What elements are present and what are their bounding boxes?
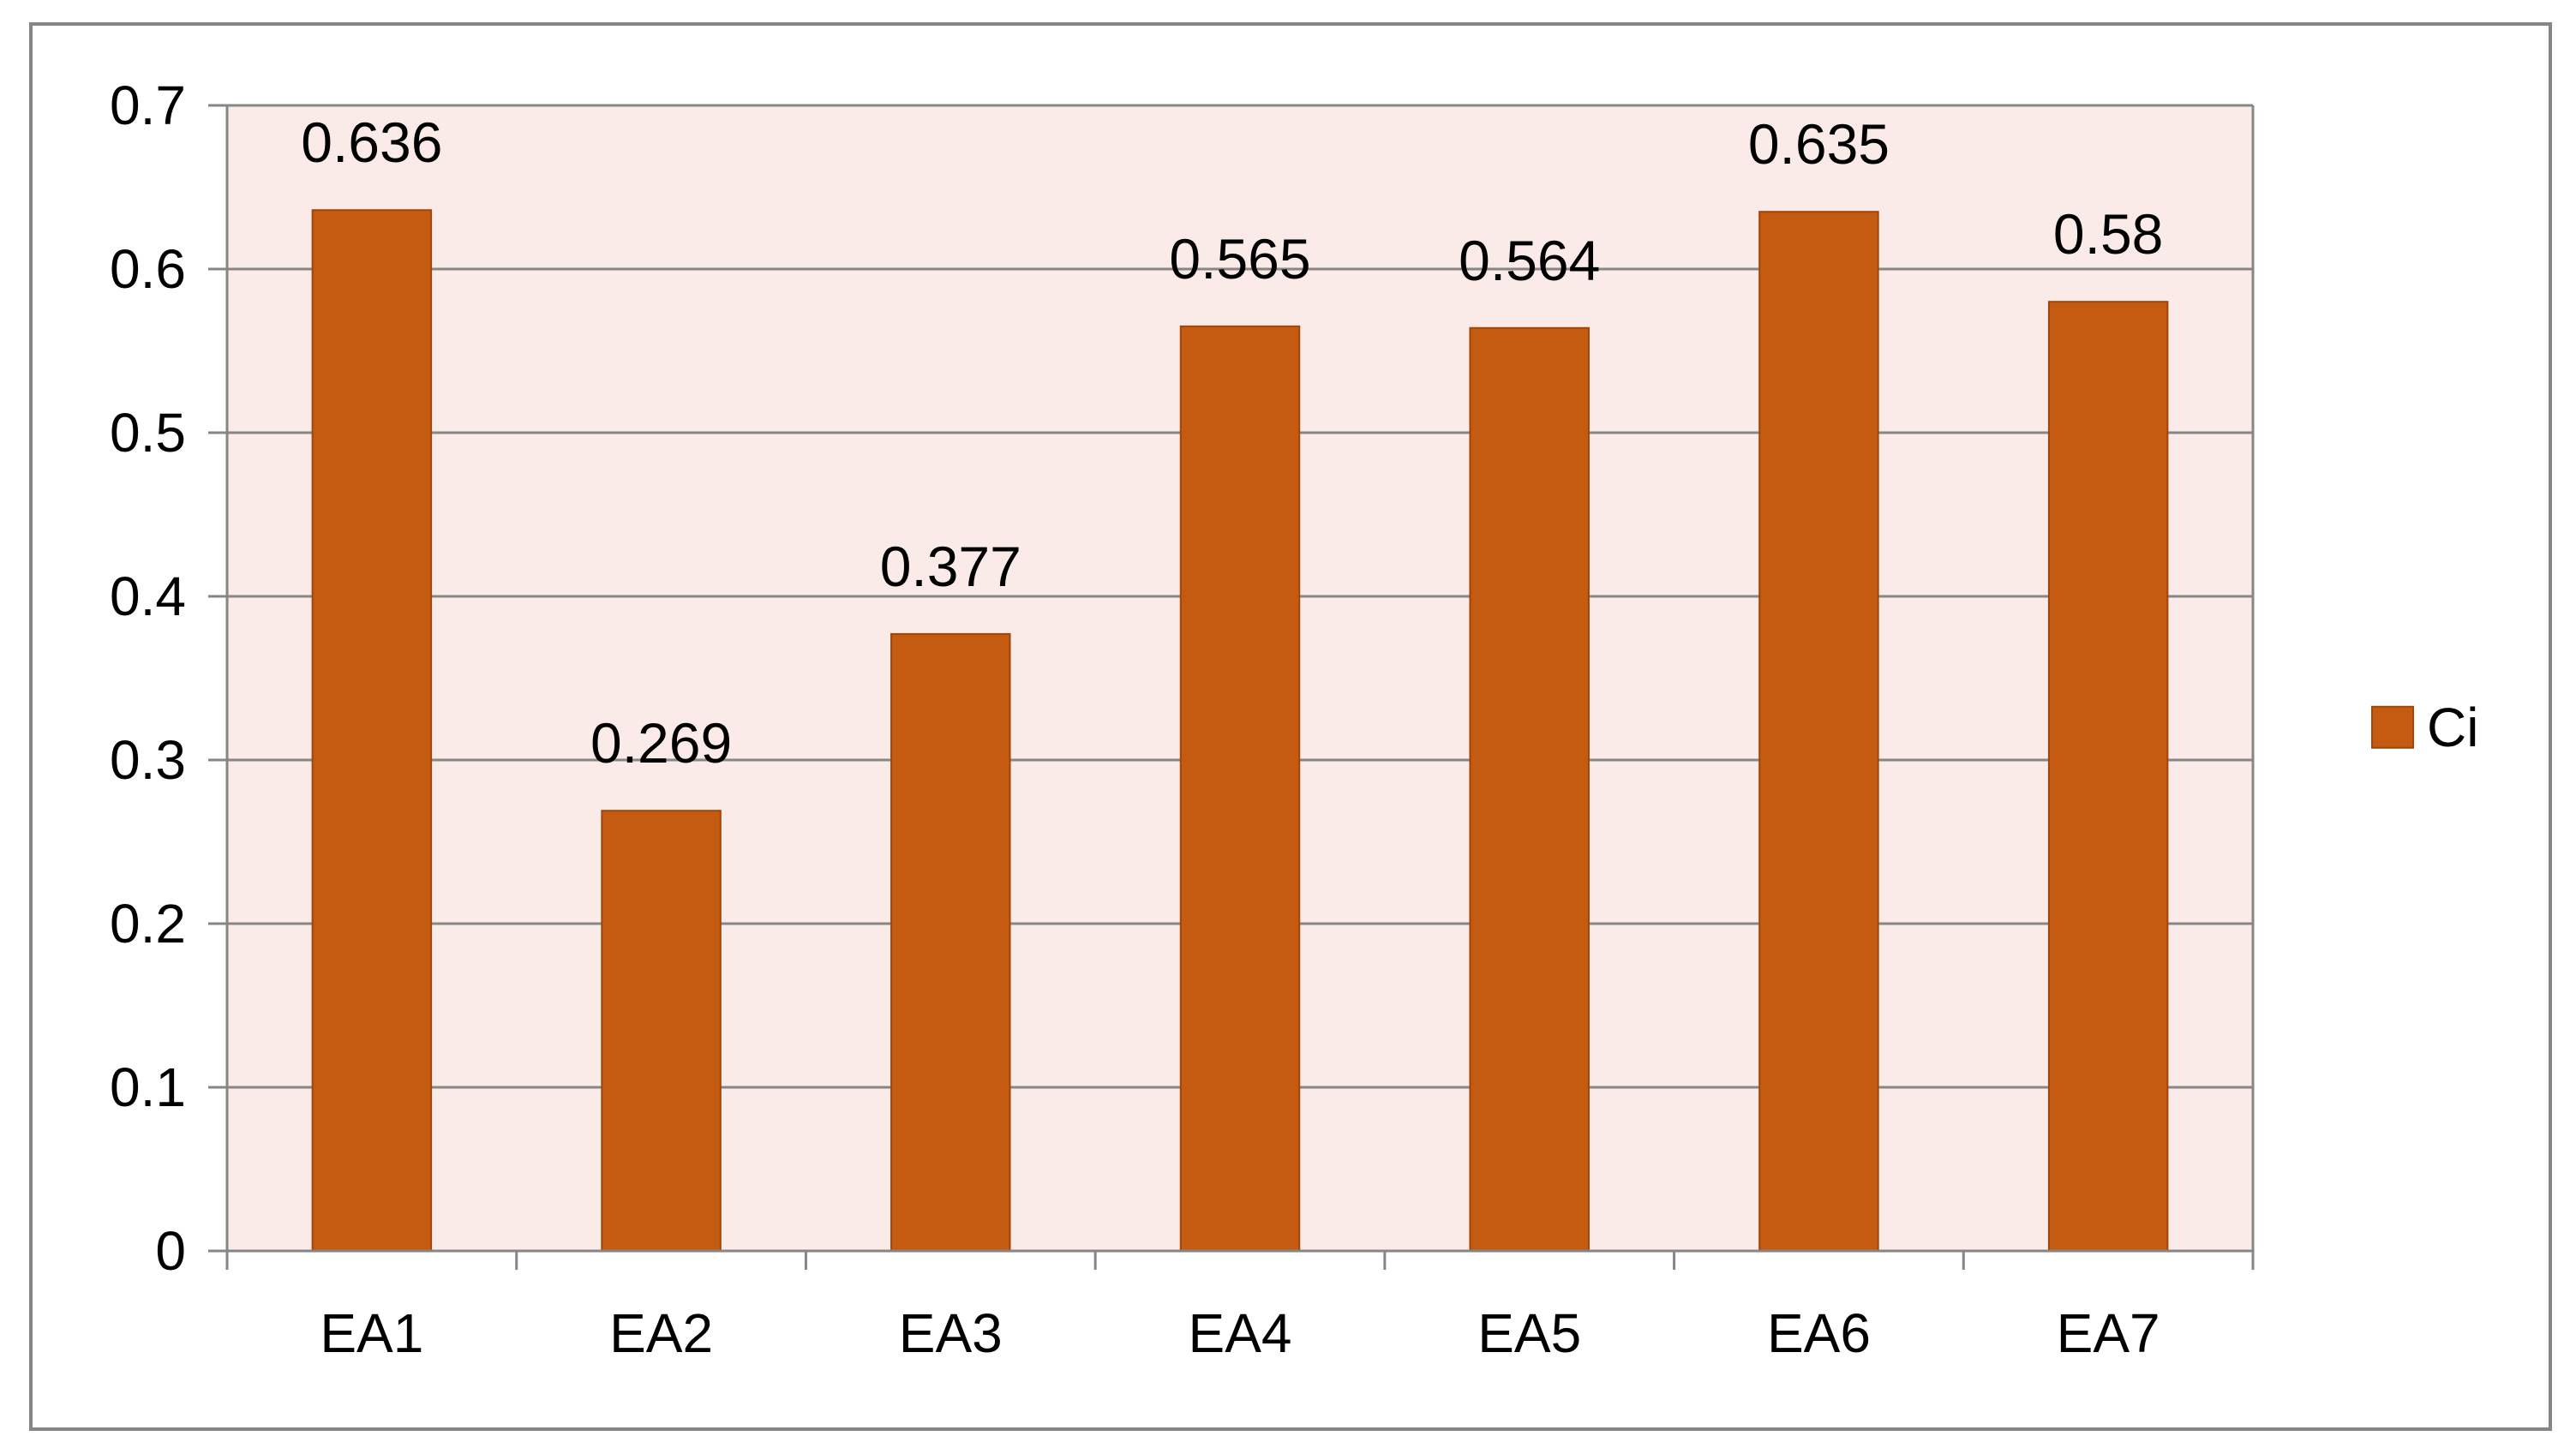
legend-label: Ci xyxy=(2427,697,2478,758)
bar-ea4 xyxy=(1179,325,1301,1253)
axes xyxy=(208,104,2255,1270)
y-tick-label: 0.6 xyxy=(110,238,186,300)
data-labels: 0.636 0.269 0.377 0.565 0.564 0.635 0.58 xyxy=(301,111,2163,775)
bar-ea7 xyxy=(2047,301,2169,1253)
data-label: 0.635 xyxy=(1748,112,1890,176)
data-label: 0.565 xyxy=(1169,227,1310,290)
bar-ea1 xyxy=(311,209,433,1253)
data-label: 0.377 xyxy=(880,535,1021,598)
y-tick-label: 0.1 xyxy=(110,1056,186,1118)
data-label: 0.564 xyxy=(1459,229,1600,292)
data-label: 0.58 xyxy=(2053,202,2163,266)
legend: Ci xyxy=(2371,697,2478,758)
bar-ea2 xyxy=(601,810,722,1252)
y-tick-labels: 0 0.1 0.2 0.3 0.4 0.5 0.6 0.7 xyxy=(110,75,186,1282)
data-label: 0.636 xyxy=(301,111,442,174)
y-tick-label: 0.3 xyxy=(110,729,186,791)
data-label: 0.269 xyxy=(590,711,732,775)
x-tick-label: EA3 xyxy=(899,1302,1003,1364)
bar-ea6 xyxy=(1758,211,1879,1252)
y-tick-label: 0.4 xyxy=(110,565,186,627)
bar-ea3 xyxy=(890,632,1011,1252)
x-tick-label: EA5 xyxy=(1477,1302,1581,1364)
y-tick-label: 0.7 xyxy=(110,75,186,136)
x-tick-label: EA1 xyxy=(320,1302,423,1364)
legend-swatch xyxy=(2371,705,2414,749)
y-tick-label: 0 xyxy=(155,1220,186,1282)
x-tick-label: EA7 xyxy=(2057,1302,2160,1364)
y-tick-label: 0.2 xyxy=(110,893,186,954)
x-tick-label: EA2 xyxy=(609,1302,713,1364)
x-tick-label: EA6 xyxy=(1767,1302,1871,1364)
x-tick-label: EA4 xyxy=(1189,1302,1292,1364)
bar-ea5 xyxy=(1469,326,1590,1252)
y-tick-label: 0.5 xyxy=(110,402,186,464)
x-tick-labels: EA1 EA2 EA3 EA4 EA5 EA6 EA7 xyxy=(320,1302,2160,1364)
